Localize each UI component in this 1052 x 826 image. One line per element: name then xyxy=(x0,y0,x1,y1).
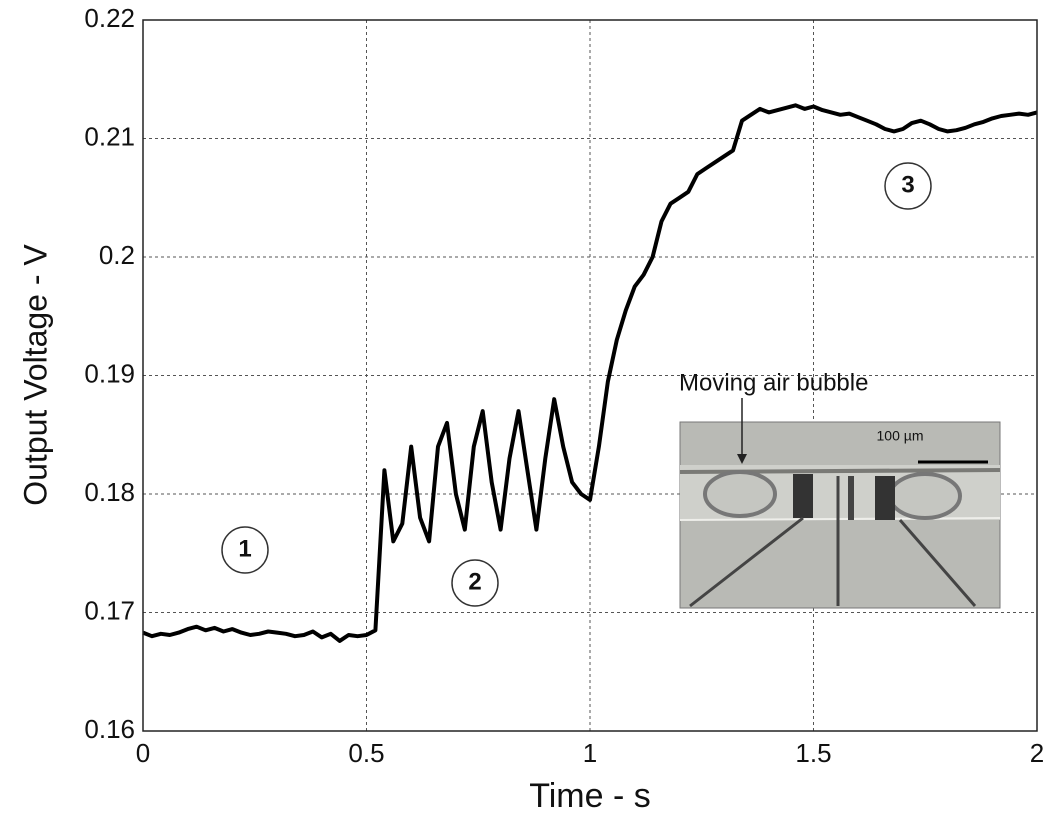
y-tick-label: 0.22 xyxy=(84,3,135,33)
x-tick-label: 0.5 xyxy=(348,738,384,768)
inset-photo xyxy=(679,398,1001,609)
y-tick-label: 0.17 xyxy=(84,595,135,625)
x-axis-label: Time - s xyxy=(529,777,651,815)
x-tick-label: 1 xyxy=(583,738,597,768)
plot-frame xyxy=(142,19,1038,732)
data-line xyxy=(142,103,1038,643)
x-tick-label: 1.5 xyxy=(795,738,831,768)
y-tick-label: 0.19 xyxy=(84,358,135,388)
y-tick-label: 0.16 xyxy=(84,714,135,744)
annotation: 1 xyxy=(238,535,251,562)
y-tick-label: 0.21 xyxy=(84,121,135,151)
annotation: 2 xyxy=(468,568,481,595)
annotation: Moving air bubble xyxy=(679,369,868,396)
annotation: 3 xyxy=(901,171,914,198)
y-tick-label: 0.2 xyxy=(99,240,135,270)
circle-markers xyxy=(221,162,932,607)
y-axis-label: Output Voltage - V xyxy=(17,244,53,506)
annotation: 100 µm xyxy=(877,428,924,444)
x-tick-label: 0 xyxy=(136,738,150,768)
y-tick-label: 0.18 xyxy=(84,477,135,507)
x-tick-label: 2 xyxy=(1030,738,1044,768)
